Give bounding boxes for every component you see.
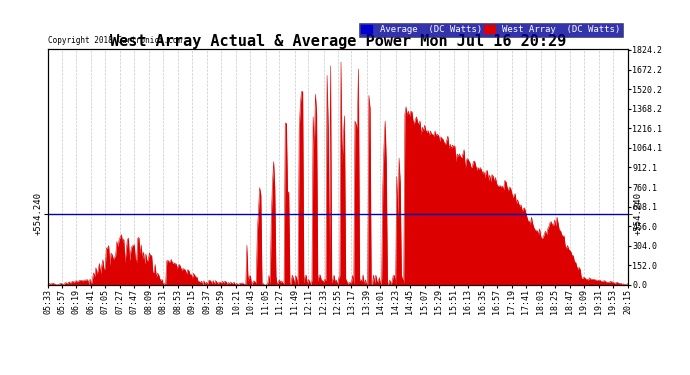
Text: Copyright 2018 Cartronics.com: Copyright 2018 Cartronics.com bbox=[48, 36, 182, 45]
Title: West Array Actual & Average Power Mon Jul 16 20:29: West Array Actual & Average Power Mon Ju… bbox=[110, 34, 566, 49]
Legend: Average  (DC Watts), West Array  (DC Watts): Average (DC Watts), West Array (DC Watts… bbox=[359, 22, 623, 37]
